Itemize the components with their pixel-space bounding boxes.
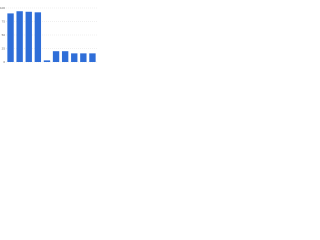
bar [43, 60, 51, 62]
bar [52, 51, 60, 62]
bar [71, 53, 78, 62]
y-tick-label: 75 [2, 19, 6, 23]
bar [89, 53, 96, 62]
bar [16, 11, 23, 63]
bar [34, 12, 42, 62]
bar [80, 53, 87, 62]
bar [61, 51, 69, 62]
y-tick-label: 50 [2, 33, 6, 37]
chart: 0 25 50 75 100 [0, 6, 97, 64]
y-tick-label: 100 [0, 6, 5, 10]
bar [7, 13, 14, 62]
bar [25, 11, 32, 63]
y-tick-label: 25 [2, 46, 6, 50]
y-tick-label: 0 [3, 60, 5, 64]
